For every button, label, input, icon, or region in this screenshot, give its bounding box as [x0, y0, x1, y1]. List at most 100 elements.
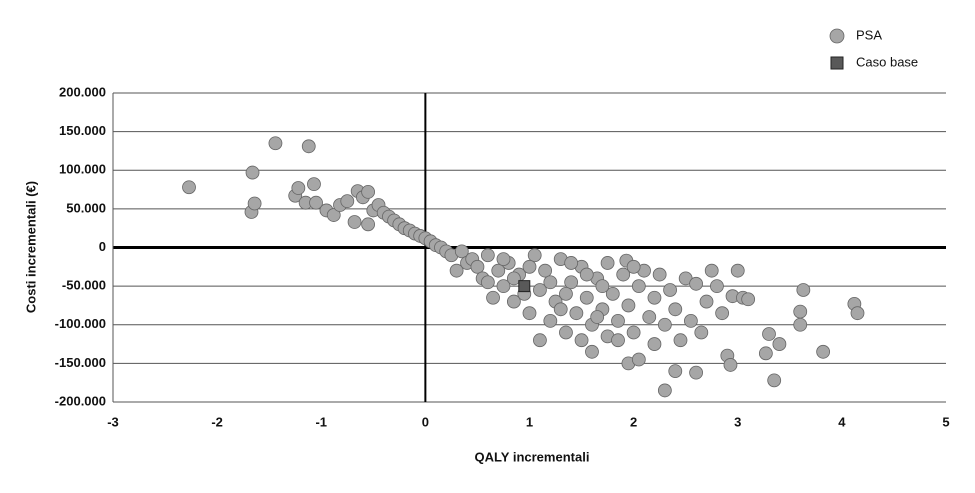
psa-point: [611, 333, 625, 348]
psa-point: [522, 259, 537, 274]
psa-point: [340, 194, 355, 209]
psa-point: [616, 267, 631, 282]
psa-point: [762, 327, 776, 341]
psa-point: [449, 263, 464, 278]
psa-point: [850, 306, 865, 321]
psa-point: [309, 195, 323, 210]
psa-point: [631, 279, 646, 294]
psa-point: [668, 302, 683, 317]
psa-point: [574, 333, 589, 348]
psa-point: [704, 263, 719, 278]
psa-point: [480, 275, 495, 290]
psa-point: [793, 304, 808, 319]
psa-point: [291, 181, 306, 195]
legend-label: Caso base: [856, 54, 918, 69]
base-case-point: [518, 280, 531, 293]
psa-point: [723, 358, 738, 372]
psa-point: [538, 263, 553, 278]
psa-point: [347, 215, 362, 229]
psa-point: [600, 256, 615, 270]
x-tick-label: 4: [838, 414, 846, 429]
x-tick-label: -1: [315, 414, 327, 429]
psa-point: [301, 139, 316, 154]
psa-point: [491, 263, 506, 278]
psa-point: [621, 298, 636, 313]
psa-point: [506, 294, 521, 309]
psa-point: [454, 244, 469, 259]
psa-point: [470, 259, 485, 274]
y-tick-label: 150.000: [59, 123, 106, 138]
psa-point: [741, 292, 756, 307]
psa-point: [182, 180, 196, 195]
psa-point: [247, 196, 262, 211]
psa-point: [796, 283, 811, 297]
y-tick-label: 200.000: [59, 84, 106, 99]
psa-point: [559, 325, 573, 340]
psa-point: [683, 313, 698, 328]
psa-point: [631, 352, 646, 367]
psa-point: [689, 365, 703, 380]
psa-point: [663, 283, 677, 297]
psa-point: [522, 306, 537, 321]
y-tick-label: -50.000: [62, 278, 106, 293]
psa-point: [590, 310, 605, 324]
legend-marker: [830, 56, 844, 70]
psa-point: [710, 279, 724, 294]
y-tick-label: 0: [99, 239, 106, 254]
psa-point: [361, 217, 376, 232]
psa-point: [268, 136, 283, 151]
x-tick-label: 2: [630, 414, 637, 429]
psa-point: [486, 290, 500, 305]
y-tick-label: -100.000: [55, 316, 106, 331]
psa-point: [533, 283, 547, 297]
psa-point: [527, 248, 542, 263]
psa-point: [595, 279, 610, 294]
psa-point: [793, 317, 808, 332]
y-tick-label: 50.000: [66, 200, 106, 215]
psa-point: [772, 337, 787, 351]
psa-point: [668, 364, 683, 379]
psa-point: [642, 310, 657, 324]
psa-point: [307, 177, 321, 192]
psa-point: [564, 275, 579, 290]
psa-point: [605, 286, 620, 301]
psa-point: [326, 208, 341, 222]
psa-point: [480, 248, 495, 263]
x-tick-label: 5: [942, 414, 949, 429]
psa-point: [758, 346, 773, 361]
psa-point: [699, 294, 714, 309]
psa-point: [553, 302, 568, 317]
psa-point: [585, 344, 599, 359]
legend-marker: [829, 28, 845, 44]
psa-point: [657, 317, 672, 332]
x-tick-label: -2: [211, 414, 223, 429]
x-tick-label: 3: [734, 414, 741, 429]
psa-point: [245, 165, 260, 180]
psa-point: [543, 313, 558, 328]
psa-point: [689, 276, 703, 291]
x-tick-label: -3: [107, 414, 119, 429]
psa-point: [626, 259, 641, 274]
psa-point: [767, 373, 782, 388]
y-tick-label: 100.000: [59, 162, 106, 177]
x-tick-label: 0: [422, 414, 429, 429]
psa-point: [647, 337, 662, 351]
psa-point: [361, 184, 376, 199]
psa-point: [626, 325, 641, 340]
psa-point: [569, 306, 584, 321]
psa-point: [543, 275, 558, 290]
x-tick-label: 1: [526, 414, 533, 429]
x-axis-label: QALY incrementali: [475, 449, 590, 464]
psa-point: [652, 267, 667, 282]
y-axis-label: Costi incrementali (€): [23, 181, 38, 313]
psa-point: [579, 290, 594, 305]
psa-point: [579, 267, 594, 282]
psa-point: [657, 383, 672, 398]
psa-point: [496, 252, 511, 266]
psa-point: [694, 325, 709, 340]
psa-point: [533, 333, 547, 348]
legend-label: PSA: [856, 27, 882, 42]
y-tick-label: -200.000: [55, 393, 106, 408]
psa-point: [506, 271, 521, 286]
